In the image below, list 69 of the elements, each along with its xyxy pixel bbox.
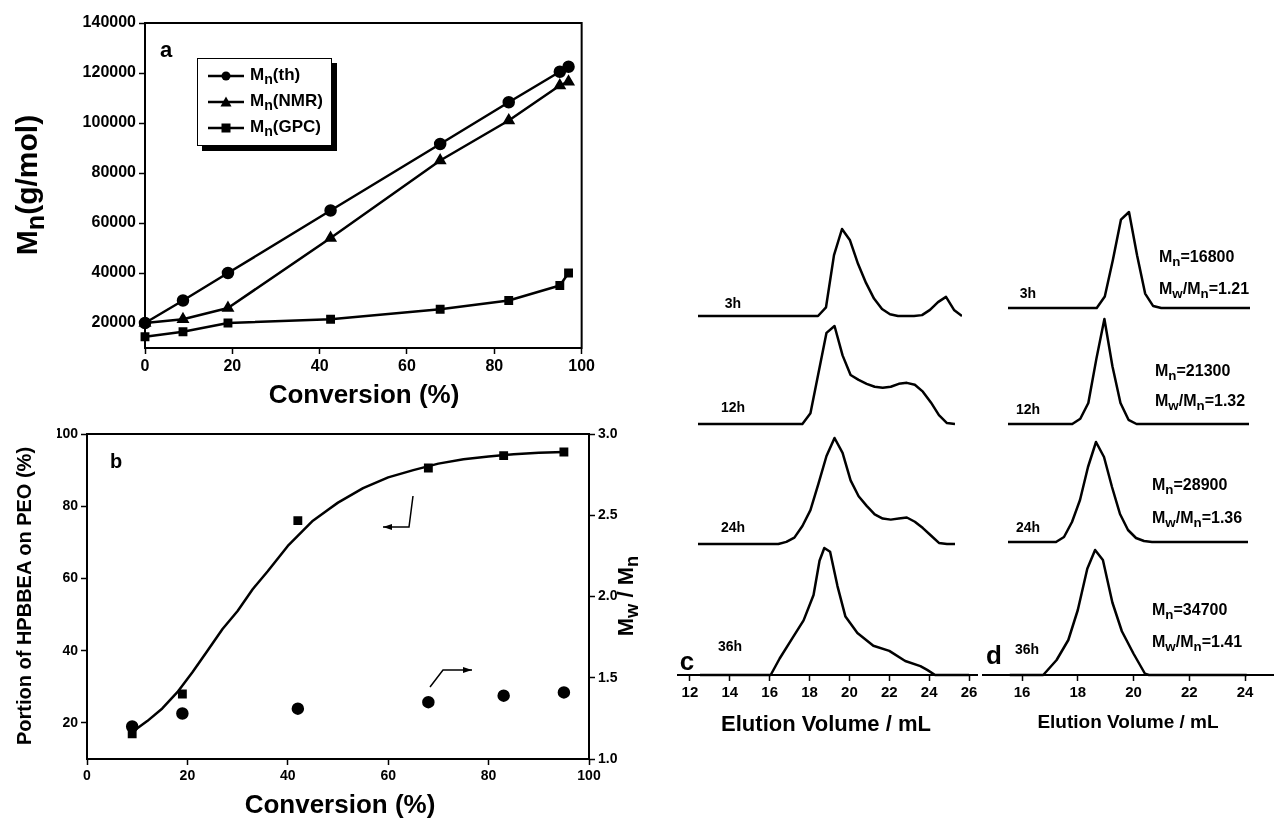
annotation: M$_{w}$/M$_{n}$=1.21 [1159, 280, 1250, 302]
annotation: 12h [720, 399, 746, 416]
x-tick-label: 40 [280, 767, 296, 784]
y2-tick-label: 3.0 [598, 424, 618, 441]
y-tick-label: 100000 [82, 113, 137, 131]
legend-label: M$_{n}$(th) [250, 64, 301, 88]
y-tick-label: 20 [62, 713, 79, 730]
x-tick-label: 80 [485, 357, 504, 375]
y2-tick-label: 2.0 [598, 587, 618, 604]
y2-tick-label: 1.0 [598, 749, 618, 766]
x-tick-label: 100 [577, 767, 601, 784]
x-tick-label: 16 [761, 683, 779, 701]
x-tick-label: 80 [480, 767, 497, 784]
x-tick-label: 60 [398, 357, 416, 375]
annotation: M$_{n}$=34700 [1152, 601, 1228, 623]
annotation: M$_{n}$=16800 [1159, 248, 1235, 270]
annotation: 24h [1015, 519, 1041, 536]
x-tick-label: 24 [920, 683, 939, 701]
y-tick-label: 40 [62, 641, 79, 658]
y-tick-label: 40000 [91, 263, 137, 281]
annotation: M$_{w}$/M$_{n}$=1.32 [1155, 392, 1246, 414]
annotation: 24h [720, 519, 746, 536]
x-tick-label: 18 [1069, 683, 1087, 701]
y-tick-label: 120000 [82, 63, 137, 81]
annotation: d [986, 639, 1002, 670]
annotation: 3h [724, 295, 742, 312]
legend-label: M$_{n}$(GPC) [250, 116, 321, 140]
x-tick-label: 16 [1013, 683, 1031, 701]
annotation: c [679, 645, 695, 676]
x-tick-label: 24 [1236, 683, 1255, 701]
x-tick-label: 20 [179, 767, 196, 784]
y2-tick-label: 1.5 [598, 668, 618, 685]
x-tick-label: 20 [1125, 683, 1142, 701]
annotation: 36h [1014, 641, 1040, 658]
x-axis-title: Elution Volume / mL [1037, 711, 1219, 733]
y-tick-label: 60000 [91, 213, 137, 231]
y-tick-label: 80000 [91, 163, 137, 181]
annotation: a [160, 37, 173, 63]
x-tick-label: 14 [721, 683, 739, 701]
x-tick-label: 20 [841, 683, 858, 701]
annotation: M$_{w}$/M$_{n}$=1.41 [1152, 633, 1243, 655]
y-tick-label: 60 [62, 569, 79, 586]
annotation: M$_{n}$=28900 [1152, 476, 1228, 498]
x-tick-label: 22 [1181, 683, 1198, 701]
x-tick-label: 0 [140, 357, 150, 375]
x-axis-title: Elution Volume / mL [721, 711, 931, 737]
x-tick-label: 0 [83, 767, 92, 784]
x-axis-title: Conversion (%) [244, 789, 436, 819]
annotation: b [110, 450, 123, 472]
x-axis-title: Conversion (%) [268, 379, 460, 409]
y-axis-title: Portion of HPBBEA on PEO (%) [13, 446, 35, 746]
x-tick-label: 18 [801, 683, 818, 701]
y-tick-label: 140000 [82, 13, 137, 31]
x-tick-label: 40 [310, 357, 329, 375]
x-tick-label: 26 [960, 683, 978, 701]
x-tick-label: 100 [568, 357, 596, 375]
annotation: 12h [1015, 401, 1041, 418]
x-tick-label: 20 [223, 357, 242, 375]
annotation: M$_{n}$=21300 [1155, 362, 1231, 384]
annotation: 36h [717, 638, 743, 655]
y2-tick-label: 2.5 [598, 506, 618, 523]
x-tick-label: 60 [380, 767, 397, 784]
y-tick-label: 20000 [91, 313, 137, 331]
annotation: M$_{w}$/M$_{n}$=1.36 [1152, 509, 1243, 531]
legend-label: M$_{n}$(NMR) [250, 90, 323, 114]
x-tick-label: 12 [681, 683, 699, 701]
x-tick-label: 22 [880, 683, 898, 701]
y-tick-label: 80 [62, 497, 79, 514]
annotation: 3h [1019, 285, 1037, 302]
